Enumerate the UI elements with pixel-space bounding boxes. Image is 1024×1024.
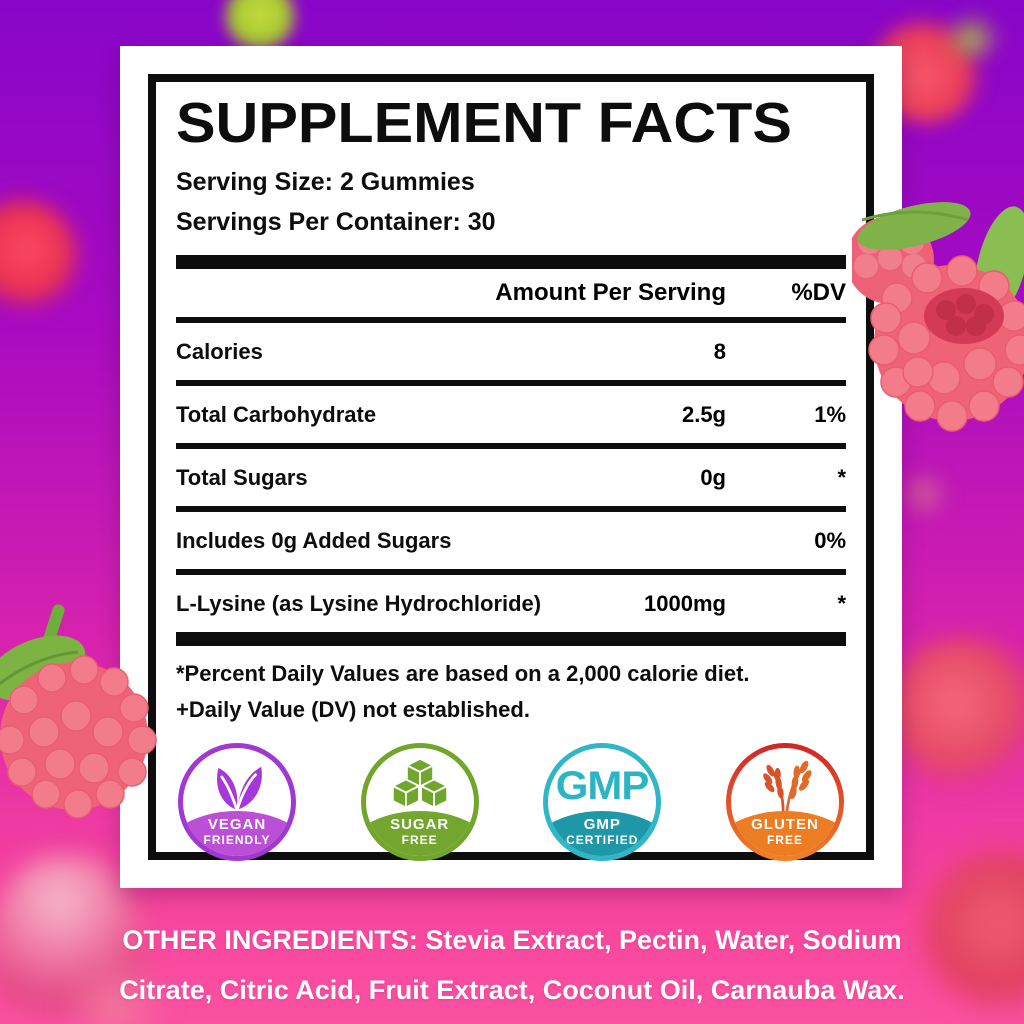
badge-arc — [365, 810, 474, 857]
nutrient-dv: * — [837, 590, 846, 616]
badge-face: VEGAN FRIENDLY — [183, 748, 291, 857]
badge-arc — [548, 810, 657, 857]
sugar-free-badge: SUGAR FREE — [360, 743, 479, 862]
table-row-sugars: Total Sugars 0g * — [176, 449, 846, 506]
serving-size: Serving Size: 2 Gummies — [176, 168, 475, 196]
badge-arc — [183, 810, 291, 857]
nutrient-amount: 8 — [713, 338, 726, 364]
vegan-friendly-badge: VEGAN FRIENDLY — [178, 743, 296, 862]
panel-border: SUPPLEMENT FACTS Serving Size: 2 Gummies… — [148, 74, 874, 862]
servings-per-container: Servings Per Container: 30 — [176, 207, 496, 236]
badge-label: GLUTEN FREE — [751, 815, 819, 847]
nutrient-amount: 0g — [700, 464, 726, 490]
panel-title: SUPPLEMENT FACTS — [176, 91, 792, 155]
footnote-dv-not-established: +Daily Value (DV) not established. — [176, 696, 530, 722]
divider — [176, 506, 846, 512]
supplement-facts-panel: SUPPLEMENT FACTS Serving Size: 2 Gummies… — [120, 46, 902, 888]
nutrient-amount: 1000mg — [644, 590, 726, 616]
divider — [176, 317, 846, 323]
nutrient-name: Calories — [176, 338, 263, 364]
table-row-carbohydrate: Total Carbohydrate 2.5g 1% — [176, 386, 846, 443]
wheat-icon — [731, 756, 839, 816]
gmp-certified-badge: GMP GMP CERTIFIED — [543, 743, 662, 862]
table-row-added-sugars: Includes 0g Added Sugars 0% — [176, 512, 846, 569]
divider — [176, 443, 846, 449]
divider-thick — [176, 255, 846, 269]
gluten-free-badge: GLUTEN FREE — [725, 743, 844, 862]
footnote-daily-values: *Percent Daily Values are based on a 2,0… — [176, 661, 750, 686]
nutrient-name: Includes 0g Added Sugars — [176, 527, 452, 553]
blurred-raspberry — [895, 468, 953, 520]
raspberry-image-right — [852, 202, 1024, 432]
nutrient-amount: 2.5g — [681, 401, 726, 427]
other-ingredients-text: Stevia Extract, Pectin, Water, Sodium Ci… — [119, 925, 905, 1005]
badge-arc — [730, 810, 839, 857]
amount-per-serving-header: Amount Per Serving — [495, 279, 726, 306]
blurred-raspberry — [888, 638, 1024, 783]
divider — [176, 380, 846, 386]
other-ingredients-label: OTHER INGREDIENTS: — [122, 925, 418, 955]
gmp-text-icon: GMP — [556, 763, 650, 808]
badge-face: GMP GMP CERTIFIED — [548, 748, 657, 857]
nutrient-dv: 0% — [814, 527, 846, 553]
badge-face: SUGAR FREE — [365, 748, 474, 857]
badge-label: VEGAN FRIENDLY — [203, 815, 271, 847]
blurred-raspberry — [942, 12, 1002, 58]
nutrient-name: Total Carbohydrate — [176, 401, 377, 427]
leaves-icon — [183, 756, 291, 816]
table-row-calories: Calories 8 — [176, 323, 846, 380]
footnotes: *Percent Daily Values are based on a 2,0… — [176, 656, 846, 727]
raspberry-image-left — [0, 604, 157, 819]
blurred-raspberry — [0, 200, 76, 310]
badge-label: SUGAR FREE — [390, 815, 450, 847]
table-row-lysine: L-Lysine (as Lysine Hydrochloride) 1000m… — [176, 575, 846, 632]
nutrient-dv: * — [837, 464, 846, 490]
badge-label: GMP CERTIFIED — [566, 815, 639, 847]
nutrient-name: Total Sugars — [176, 464, 308, 490]
dv-header: %DV — [791, 279, 846, 306]
badge-face: GLUTEN FREE — [730, 748, 839, 857]
divider — [176, 569, 846, 575]
table-header: Amount Per Serving %DV — [176, 269, 846, 317]
blurred-raspberry — [925, 852, 1024, 1012]
sugar-cubes-icon — [366, 756, 474, 816]
divider-thick — [176, 632, 846, 646]
nutrient-name: L-Lysine (as Lysine Hydrochloride) — [176, 590, 542, 616]
other-ingredients: OTHER INGREDIENTS: Stevia Extract, Pecti… — [92, 916, 932, 1016]
nutrient-dv: 1% — [814, 401, 846, 427]
certification-badges: VEGAN FRIENDLY — [176, 743, 846, 862]
